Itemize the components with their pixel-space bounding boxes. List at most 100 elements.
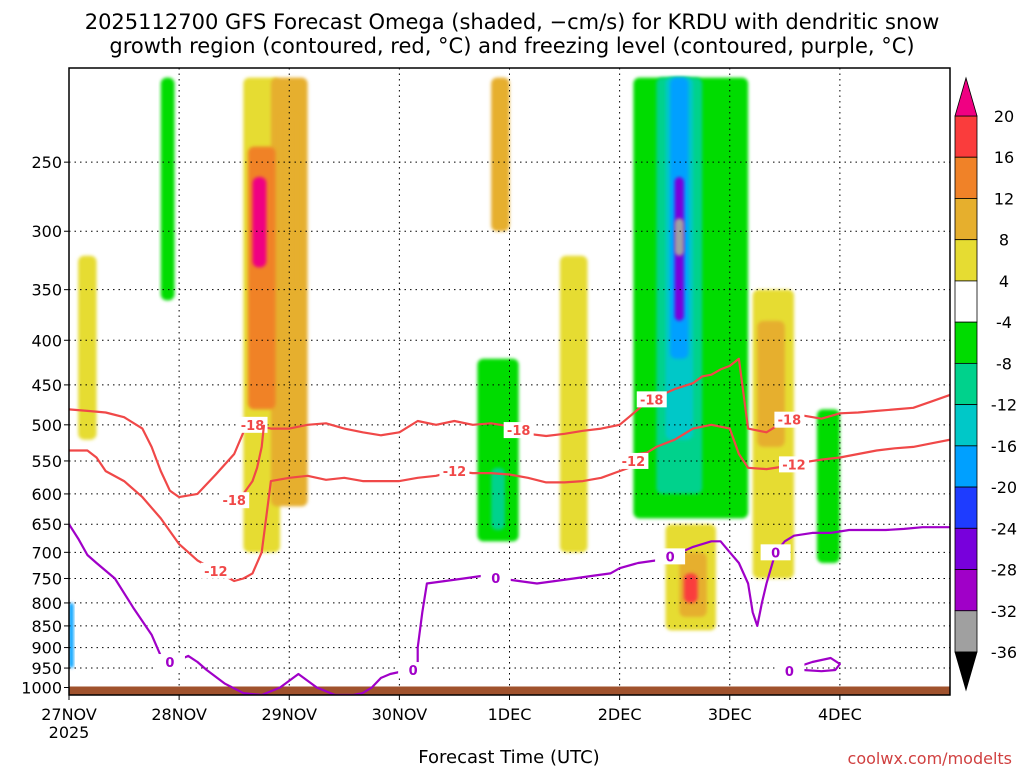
omega-cell-22 (816, 409, 840, 564)
contour-label-bg-dgz_minus12-0 (200, 562, 231, 579)
contour-label-bg-dgz_minus18_lower-0 (219, 492, 250, 509)
colorbar-bin-11 (954, 569, 978, 612)
y-tick-label-650: 650 (31, 515, 62, 534)
contour-label-bg-freezing_level-2 (480, 569, 511, 586)
omega-cell-8 (477, 358, 519, 542)
contour-label-dgz_minus12-2: -12 (622, 455, 646, 470)
omega-cell-16 (674, 218, 684, 256)
y-tick-label-1000: 1000 (21, 678, 62, 697)
contour-label-dgz_minus12-0: -12 (204, 565, 228, 580)
x-tick-label-3DEC: 3DEC (708, 705, 752, 724)
colorbar-label-6: -8 (996, 354, 1012, 373)
colorbar-label-0: 20 (994, 107, 1014, 126)
contour-label-dgz_minus18_lower-0: -18 (222, 494, 246, 509)
omega-cell-9 (491, 467, 505, 531)
x-tick-label-4DEC: 4DEC (818, 705, 862, 724)
contour-label-dgz_minus18_upper-1: -18 (507, 424, 531, 439)
colorbar-bin-2 (954, 198, 978, 241)
colorbar-bin-12 (954, 610, 978, 653)
y-tick-label-550: 550 (31, 452, 62, 471)
contour-label-freezing_level-4: 0 (771, 546, 780, 561)
contour-label-bg-dgz_minus12-3 (778, 456, 809, 473)
chart-title-line-2: growth region (contoured, red, °C) and f… (109, 34, 914, 58)
y-tick-label-600: 600 (31, 485, 62, 504)
colorbar-label-8: -16 (991, 437, 1017, 456)
omega-cell-10 (559, 255, 588, 553)
ground-layer (69, 686, 950, 695)
contour-label-bg-freezing_level-3 (655, 548, 686, 565)
y-tick-label-250: 250 (31, 153, 62, 172)
colorbar-label-1: 16 (994, 148, 1014, 167)
contour-label-bg-freezing_level-0 (154, 654, 185, 671)
colorbar-top-arrow (954, 76, 978, 117)
omega-cell-5 (78, 255, 97, 440)
y-tick-label-800: 800 (31, 594, 62, 613)
x-tick-sublabel-27NOV: 2025 (49, 723, 90, 742)
colorbar-bin-8 (954, 445, 978, 488)
y-tick-label-450: 450 (31, 376, 62, 395)
colorbar-bottom-arrow (954, 651, 978, 692)
contour-label-dgz_minus18_upper-3: -18 (778, 414, 802, 429)
colorbar-bin-5 (954, 321, 978, 364)
contour-label-dgz_minus12-1: -12 (443, 465, 467, 480)
contour-label-dgz_minus18_upper-2: -18 (640, 393, 664, 408)
colorbar: 20 16 12 8 4 -4 -8 -12 -16 -20 -24 -28 -32 -36 (954, 76, 1017, 692)
omega-cell-23 (69, 602, 74, 669)
x-tick-label-2DEC: 2DEC (598, 705, 642, 724)
colorbar-bin-9 (954, 486, 978, 529)
chart-title-line-1: 2025112700 GFS Forecast Omega (shaded, −… (85, 10, 940, 34)
y-tick-label-350: 350 (31, 281, 62, 300)
contour-label-bg-dgz_minus18_upper-0 (237, 416, 268, 433)
colorbar-bin-7 (954, 404, 978, 447)
x-tick-label-28NOV: 28NOV (151, 705, 207, 724)
y-tick-label-900: 900 (31, 639, 62, 658)
omega-cell-19 (683, 573, 698, 603)
colorbar-bin-1 (954, 156, 978, 199)
contour-label-bg-freezing_level-4 (760, 544, 791, 561)
colorbar-label-11: -28 (991, 561, 1017, 580)
contour-label-freezing_level-3: 0 (666, 550, 675, 565)
x-axis-label: Forecast Time (UTC) (418, 747, 599, 768)
omega-cell-4 (280, 113, 299, 290)
colorbar-label-5: -4 (996, 313, 1012, 332)
contour-label-freezing_level-2: 0 (491, 572, 500, 587)
colorbar-bin-10 (954, 527, 978, 570)
contour-label-bg-freezing_level-1 (398, 662, 429, 679)
y-tick-label-750: 750 (31, 569, 62, 588)
colorbar-label-4: 4 (999, 272, 1009, 291)
contour-label-bg-dgz_minus18_upper-2 (636, 391, 667, 408)
contour-lines: -18 -18 -18 -18 -18 -12 -12 -12 -12 0 0 0 0 0 0 (69, 357, 950, 695)
ground-fill (69, 686, 950, 695)
omega-cell-7 (491, 77, 510, 232)
x-tick-label-1DEC: 1DEC (488, 705, 532, 724)
contour-label-bg-dgz_minus18_upper-1 (503, 422, 534, 439)
y-tick-label-400: 400 (31, 331, 62, 350)
contour-label-freezing_level-0: 0 (165, 656, 174, 671)
contour-label-dgz_minus18_upper-0: -18 (241, 419, 265, 434)
colorbar-label-3: 8 (999, 231, 1009, 250)
x-tick-label-29NOV: 29NOV (261, 705, 317, 724)
y-tick-label-500: 500 (31, 416, 62, 435)
contour-label-freezing_level_closed-0: 0 (785, 665, 794, 680)
colorbar-bin-3 (954, 239, 978, 282)
contour-label-bg-freezing_level_closed-0 (774, 663, 805, 680)
x-tick-label-30NOV: 30NOV (372, 705, 428, 724)
y-tick-label-850: 850 (31, 617, 62, 636)
colorbar-label-9: -20 (991, 478, 1017, 497)
y-axis: 250 300 350 400 450 500 550 600 650 700 750 800 850 9… (21, 153, 69, 697)
omega-cell-3 (252, 177, 267, 268)
colorbar-label-2: 12 (994, 189, 1014, 208)
contour-label-freezing_level-1: 0 (409, 664, 418, 679)
contour-label-bg-dgz_minus18_upper-3 (774, 411, 805, 428)
contour-label-dgz_minus12-3: -12 (782, 458, 806, 473)
contour-label-bg-dgz_minus12-1 (439, 463, 470, 480)
y-tick-label-700: 700 (31, 543, 62, 562)
colorbar-label-7: -12 (991, 396, 1017, 415)
contour-label-bg-dgz_minus12-2 (618, 452, 649, 469)
colorbar-label-13: -36 (991, 643, 1017, 662)
credit-text: coolwx.com/modelts (848, 749, 1012, 768)
y-tick-label-950: 950 (31, 659, 62, 678)
x-tick-label-27NOV: 27NOV (41, 705, 97, 724)
